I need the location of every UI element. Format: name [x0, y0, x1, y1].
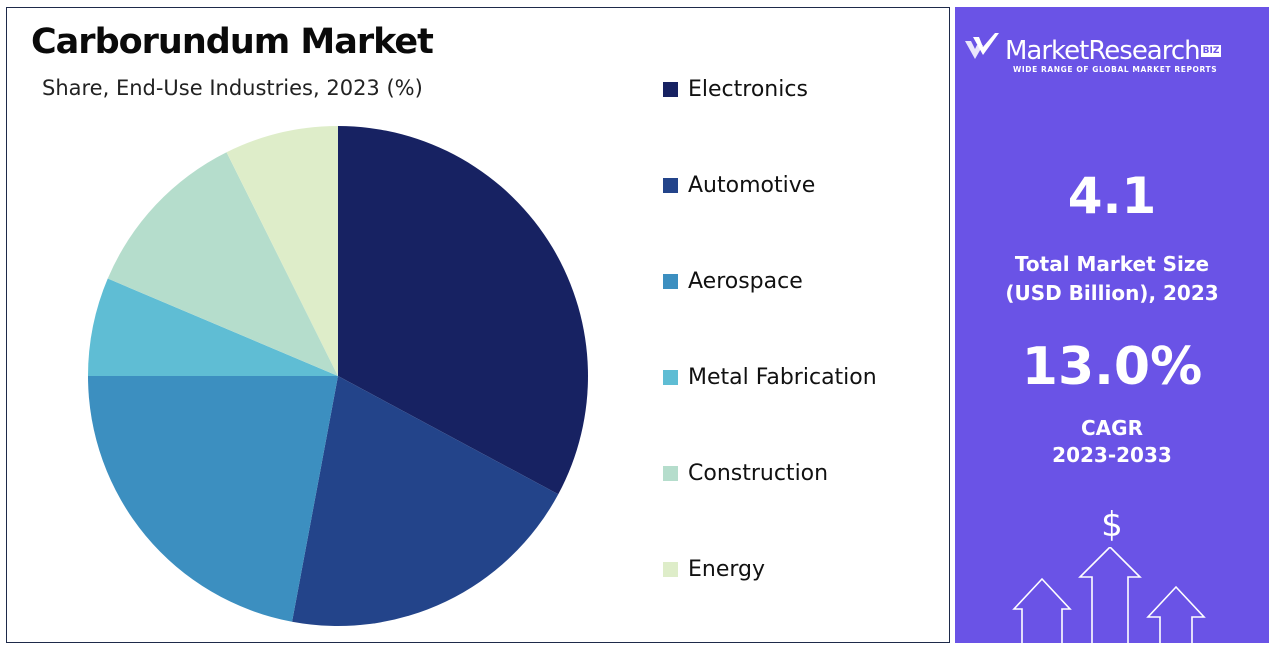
brand-tagline: WIDE RANGE OF GLOBAL MARKET REPORTS	[1013, 65, 1218, 74]
legend-label: Construction	[688, 460, 829, 486]
chart-title: Carborundum Market	[31, 22, 434, 62]
legend-swatch	[663, 465, 678, 481]
pie-slice-electronics	[338, 126, 588, 495]
legend-swatch	[663, 561, 678, 577]
pie-slice-energy	[226, 126, 338, 376]
cagr-value: 13.0%	[1021, 337, 1203, 397]
legend-label: Electronics	[688, 76, 808, 102]
legend-item-energy: Energy	[663, 554, 765, 584]
legend-swatch	[663, 369, 678, 385]
pie-slice-automotive	[292, 376, 559, 626]
market-size-label-line1: Total Market Size	[1014, 252, 1210, 276]
check-chevron-icon	[965, 33, 999, 59]
legend-swatch	[663, 273, 678, 289]
legend-item-construction: Construction	[663, 458, 828, 488]
summary-panel: MarketResearch BIZ WIDE RANGE OF GLOBAL M…	[955, 7, 1269, 643]
legend-label: Automotive	[688, 172, 816, 198]
up-arrows-icon	[1012, 547, 1206, 643]
dollar-sign-icon: $	[1101, 505, 1123, 545]
cagr-label-line2: 2023-2033	[1052, 443, 1172, 467]
legend-swatch	[663, 177, 678, 193]
legend-item-automotive: Automotive	[663, 170, 815, 200]
market-size-value: 4.1	[1067, 167, 1157, 225]
legend-label: Metal Fabrication	[688, 364, 877, 390]
legend-label: Energy	[688, 556, 766, 582]
chart-panel: Carborundum Market Share, End-Use Indust…	[6, 7, 950, 643]
legend-item-metal-fabrication: Metal Fabrication	[663, 362, 877, 392]
legend-swatch	[663, 81, 678, 97]
legend-item-electronics: Electronics	[663, 74, 808, 104]
pie-chart	[87, 126, 588, 626]
cagr-label-line1: CAGR	[1081, 416, 1143, 440]
pie-slice-aerospace	[88, 376, 338, 622]
pie-slice-metal-fabrication	[87, 278, 338, 376]
brand-badge: BIZ	[1200, 45, 1222, 57]
market-size-label-line2: (USD Billion), 2023	[1005, 281, 1219, 305]
chart-subtitle: Share, End-Use Industries, 2023 (%)	[42, 76, 423, 100]
brand-name: MarketResearch	[1005, 36, 1201, 66]
legend-item-aerospace: Aerospace	[663, 266, 803, 296]
pie-slice-construction	[107, 152, 339, 376]
brand-logo: MarketResearch BIZ	[961, 29, 1222, 73]
legend-label: Aerospace	[688, 268, 803, 294]
